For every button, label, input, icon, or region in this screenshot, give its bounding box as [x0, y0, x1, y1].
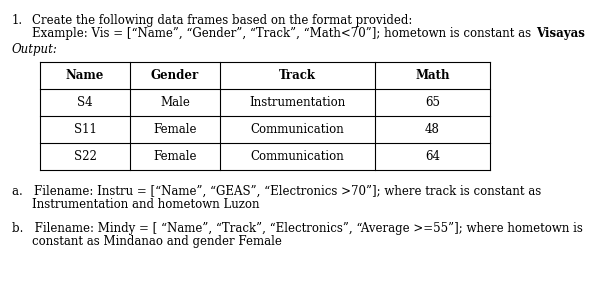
- Text: b.   Filename: Mindy = [ “Name”, “Track”, “Electronics”, “Average >=55”]; where : b. Filename: Mindy = [ “Name”, “Track”, …: [12, 222, 583, 235]
- Text: a.   Filename: Instru = [“Name”, “GEAS”, “Electronics >70”]; where track is cons: a. Filename: Instru = [“Name”, “GEAS”, “…: [12, 185, 541, 198]
- Text: S11: S11: [73, 123, 97, 136]
- Text: Instrumentation and hometown Luzon: Instrumentation and hometown Luzon: [32, 198, 259, 211]
- Text: Instrumentation: Instrumentation: [249, 96, 346, 109]
- Text: Communication: Communication: [251, 150, 345, 163]
- Text: Communication: Communication: [251, 123, 345, 136]
- Text: Female: Female: [153, 150, 196, 163]
- Text: Male: Male: [160, 96, 190, 109]
- Text: 65: 65: [425, 96, 440, 109]
- Text: Track: Track: [279, 69, 316, 82]
- Text: S4: S4: [77, 96, 93, 109]
- Text: 64: 64: [425, 150, 440, 163]
- Text: 48: 48: [425, 123, 440, 136]
- Text: Output:: Output:: [12, 43, 58, 56]
- Text: Name: Name: [66, 69, 104, 82]
- Text: Example: Vis = [“Name”, “Gender”, “Track”, “Math<70”]; hometown is constant as: Example: Vis = [“Name”, “Gender”, “Track…: [32, 27, 535, 40]
- Text: 1.: 1.: [12, 14, 23, 27]
- Text: constant as Mindanao and gender Female: constant as Mindanao and gender Female: [32, 235, 282, 248]
- Text: Math: Math: [416, 69, 450, 82]
- Text: Female: Female: [153, 123, 196, 136]
- Text: Gender: Gender: [151, 69, 199, 82]
- Text: S22: S22: [73, 150, 97, 163]
- Text: Create the following data frames based on the format provided:: Create the following data frames based o…: [32, 14, 412, 27]
- Text: Visayas: Visayas: [536, 27, 585, 40]
